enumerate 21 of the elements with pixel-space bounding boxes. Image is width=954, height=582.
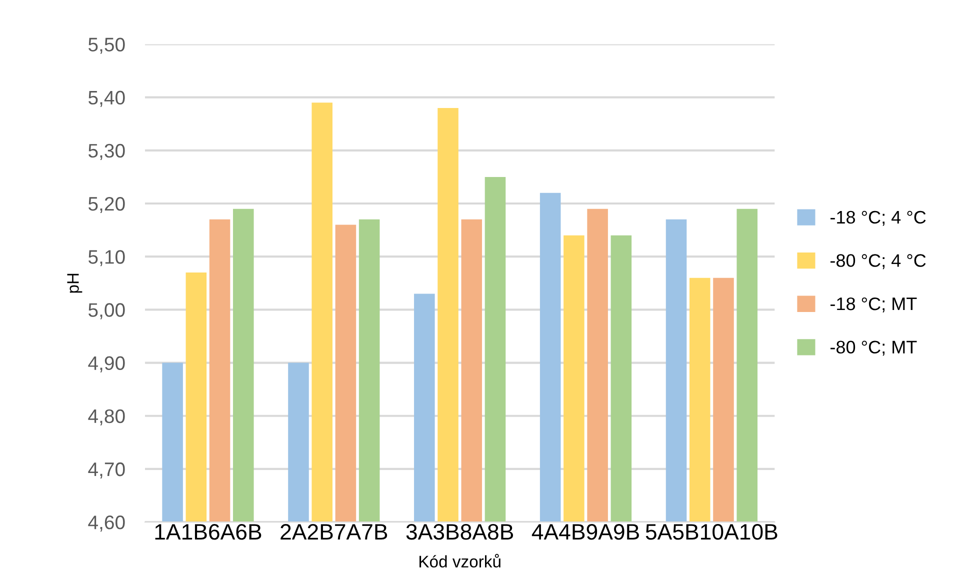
legend-label: -80 °C; MT [830, 340, 917, 356]
y-tick-label: 4,80 [88, 409, 125, 426]
y-tick-label: 4,60 [88, 516, 125, 532]
y-tick-label: 5,40 [88, 90, 125, 107]
y-tick-label: 5,10 [88, 250, 125, 266]
y-axis-title: pH [67, 274, 82, 293]
y-tick-label: 5,20 [88, 196, 125, 214]
x-tick-label: 1A1B6A6B [155, 524, 262, 540]
y-tick-label: 4,90 [88, 356, 125, 372]
x-axis-title: Kód vzorků [420, 554, 500, 568]
x-tick-label: 2A2B7A7B [280, 524, 388, 540]
y-tick-label: 5,50 [88, 38, 125, 54]
x-tick-label: 3A3B8A8B [406, 524, 514, 540]
y-tick-label: 5,30 [88, 144, 125, 160]
y-tick-label: 5,00 [88, 303, 125, 320]
legend-label: -18 °C; 4 °C [830, 210, 926, 226]
x-tick-label: 4A4B9A9B [532, 524, 639, 540]
y-tick-label: 4,70 [88, 462, 125, 478]
x-tick-label: 5A5B10A10B [646, 524, 778, 540]
legend-label: -80 °C; 4 °C [830, 254, 926, 270]
legend-label: -18 °C; MT [830, 297, 917, 312]
